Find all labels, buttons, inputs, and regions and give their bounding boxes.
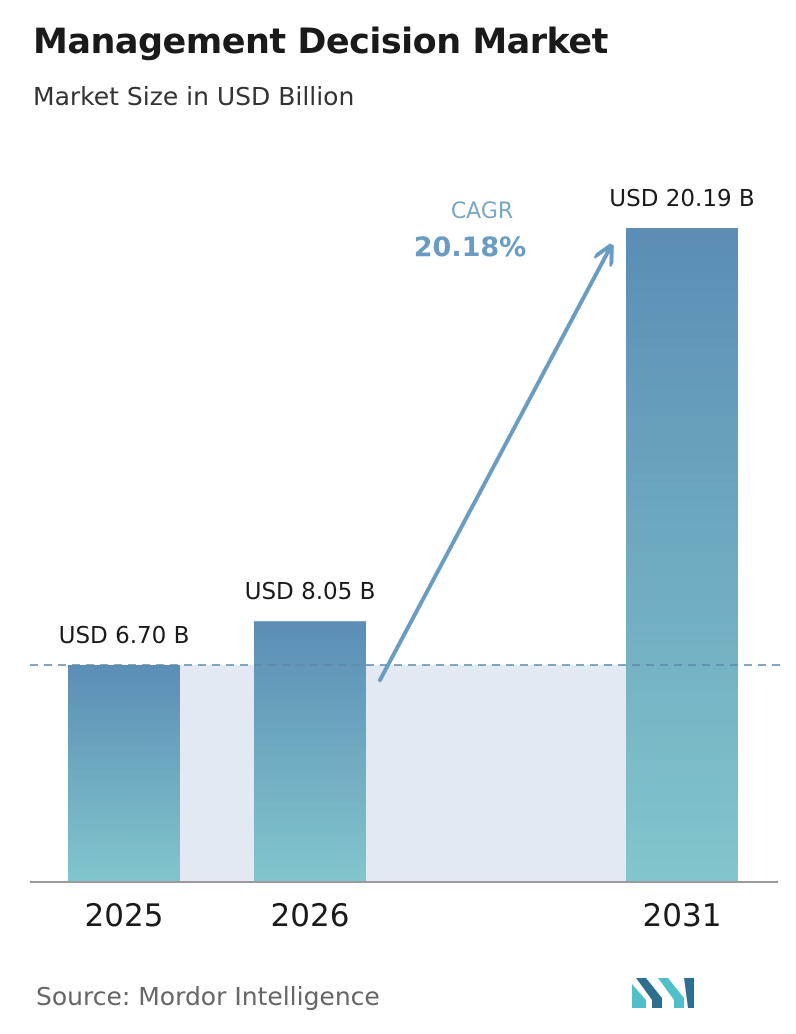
bar-2026 xyxy=(254,621,366,882)
bar-2025 xyxy=(68,664,180,882)
value-label-2026: USD 8.05 B xyxy=(245,579,376,605)
cagr-value: 20.18% xyxy=(414,232,526,263)
x-tick-label-2025: 2025 xyxy=(85,898,164,934)
cagr-arrow xyxy=(378,248,610,682)
x-tick-label-2031: 2031 xyxy=(643,898,722,934)
cagr-arrow-line xyxy=(378,248,610,682)
value-label-2031: USD 20.19 B xyxy=(609,186,754,212)
mordor-intelligence-logo xyxy=(632,978,694,1008)
cagr-label: CAGR xyxy=(451,199,513,224)
chart-subtitle: Market Size in USD Billion xyxy=(33,82,355,111)
reference-line xyxy=(30,664,780,883)
bar-2031 xyxy=(626,228,738,882)
x-tick-label-2026: 2026 xyxy=(271,898,350,934)
value-label-2025: USD 6.70 B xyxy=(59,623,190,649)
labels: USD 6.70 B 2025 USD 8.05 B 2026 USD 20.19 B 2… xyxy=(59,186,755,934)
bars xyxy=(68,228,738,882)
source-text: Source: Mordor Intelligence xyxy=(36,982,380,1011)
chart-title: Management Decision Market xyxy=(33,22,608,62)
